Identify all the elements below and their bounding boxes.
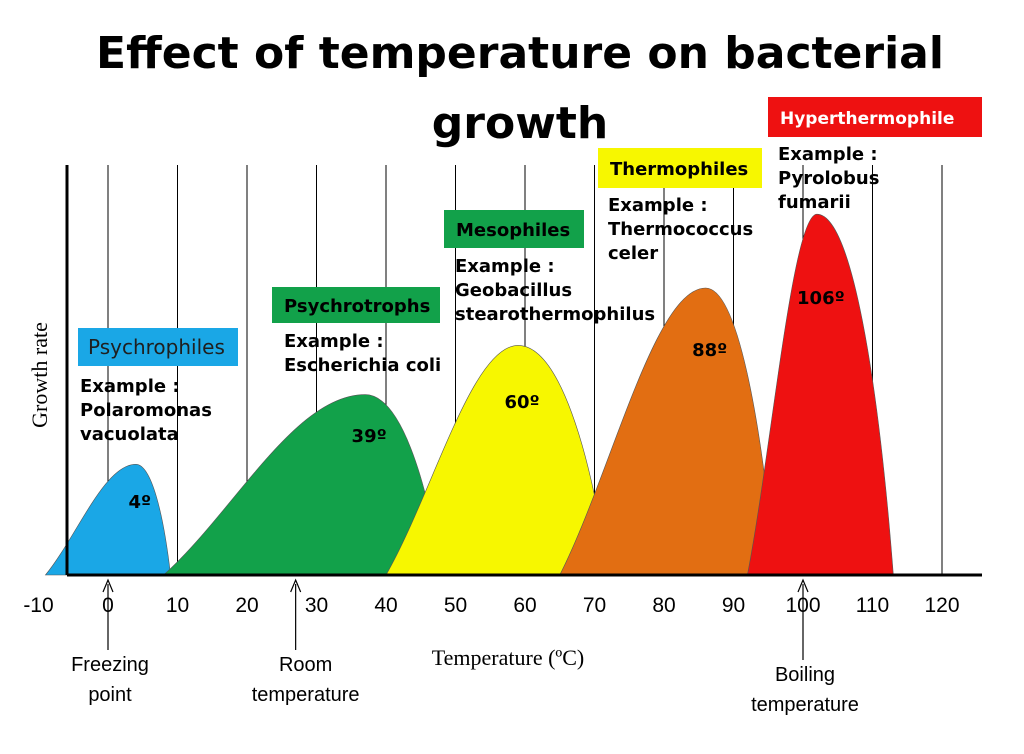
x-axis-label: Temperature (ºC) [432,645,585,670]
x-tick-label-20: 20 [235,594,258,617]
annotation-arrowhead-0 [102,578,114,593]
x-tick-label-90: 90 [722,594,745,617]
curve-mesophiles [385,345,609,576]
example-text-mesophiles-1: Geobacillus [455,280,572,301]
annotation-text-1-1: temperature [252,684,360,706]
group-label-psychrotrophs: Psychrotrophs [284,296,430,317]
annotation-text-1-0: Room [279,654,332,676]
example-text-psychrophiles-1: Polaromonas [80,400,212,421]
example-text-mesophiles-0: Example : [455,256,555,277]
example-text-hyperthermophile-2: fumarii [778,192,851,213]
group-label-mesophiles: Mesophiles [456,220,570,241]
annotation-arrowhead-1 [290,578,302,593]
group-label-bg-mesophiles [444,210,584,248]
x-tick-label-70: 70 [583,594,606,617]
group-label-bg-hyperthermophile [768,97,982,137]
peak-label-mesophiles: 60º [504,392,539,413]
group-label-bg-thermophiles [598,148,762,188]
annotation-arrowhead-2 [797,578,809,593]
peak-label-hyperthermophile: 106º [797,288,845,309]
group-label-hyperthermophile: Hyperthermophile [780,109,954,129]
example-text-hyperthermophile-1: Pyrolobus [778,168,879,189]
x-tick-label-40: 40 [374,594,397,617]
annotation-text-0-0: Freezing [71,654,149,676]
group-label-psychrophiles: Psychrophiles [88,335,225,359]
chart-title-line-0: Effect of temperature on bacterial [96,28,944,79]
example-text-mesophiles-2: stearothermophilus [455,304,655,325]
x-tick-label-50: 50 [444,594,467,617]
annotation-text-2-1: temperature [751,694,859,716]
curve-thermophiles [559,287,776,576]
chart-title-line-1: growth [432,98,608,149]
annotation-text-2-0: Boiling [775,664,835,686]
peak-label-psychrophiles: 4º [128,492,151,513]
peak-label-thermophiles: 88º [692,340,727,361]
example-text-psychrophiles-0: Example : [80,376,180,397]
peak-label-psychrotrophs: 39º [352,426,387,447]
y-axis-label: Growth rate [27,322,52,428]
group-label-bg-psychrotrophs [272,287,440,323]
x-tick-label--10: -10 [23,594,53,617]
x-tick-label-110: 110 [856,594,889,617]
example-text-hyperthermophile-0: Example : [778,144,878,165]
annotation-text-0-1: point [88,684,132,706]
curve-hyperthermophile [747,213,894,576]
example-text-psychrotrophs-1: Escherichia coli [284,355,441,376]
example-text-thermophiles-0: Example : [608,195,708,216]
x-tick-label-120: 120 [924,594,959,617]
x-tick-label-10: 10 [166,594,189,617]
x-tick-label-30: 30 [305,594,328,617]
example-text-thermophiles-1: Thermococcus [608,219,753,240]
x-tick-label-60: 60 [513,594,536,617]
group-label-bg-psychrophiles [78,328,238,366]
example-text-psychrophiles-2: vacuolata [80,424,179,445]
group-label-thermophiles: Thermophiles [610,159,748,180]
example-text-thermophiles-2: celer [608,243,658,264]
curve-psychrophiles [44,463,171,576]
x-tick-label-80: 80 [652,594,675,617]
example-text-psychrotrophs-0: Example : [284,331,384,352]
